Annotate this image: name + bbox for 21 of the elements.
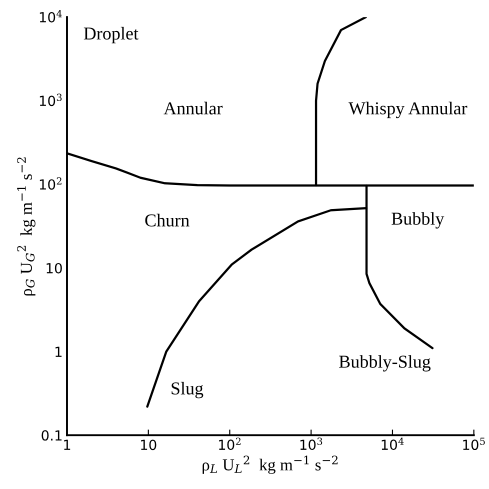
annotation: Bubbly bbox=[392, 212, 444, 229]
y-tick-label: 1 bbox=[56, 346, 62, 357]
y-tick-label: 10$^{4}$ bbox=[40, 10, 62, 22]
annotation: Droplet bbox=[84, 26, 138, 44]
annotation: Slug bbox=[172, 382, 204, 398]
x-tick-label: 10 bbox=[141, 440, 156, 450]
annotation: Whispy Annular bbox=[348, 102, 468, 118]
x-tick-label: 10$^{5}$ bbox=[463, 438, 485, 450]
annotation: Bubbly-Slug bbox=[339, 355, 431, 372]
x-tick-label: 10$^{3}$ bbox=[300, 438, 322, 450]
text: ρ$_{L}$ U$_{L}$$^{2}$ kg m$^{−1}$ s$^{−2}$ bbox=[202, 456, 338, 474]
text: ρ$_{G}$ U$_{G}$$^{2}$ kg m$^{−1}$ s$^{−2}$ bbox=[17, 157, 36, 296]
annotation: Annular bbox=[164, 102, 223, 114]
x-tick-label: 1 bbox=[64, 440, 70, 450]
y-tick-label: 10 bbox=[46, 262, 62, 274]
y-tick-label: 0.1 bbox=[42, 430, 62, 441]
y-tick-label: 10$^{3}$ bbox=[40, 94, 62, 106]
annotation: Churn bbox=[145, 214, 190, 226]
x-tick-label: 10$^{2}$ bbox=[219, 438, 241, 450]
x-tick-label: 10$^{4}$ bbox=[382, 438, 404, 450]
y-tick-label: 10$^{2}$ bbox=[40, 177, 62, 190]
